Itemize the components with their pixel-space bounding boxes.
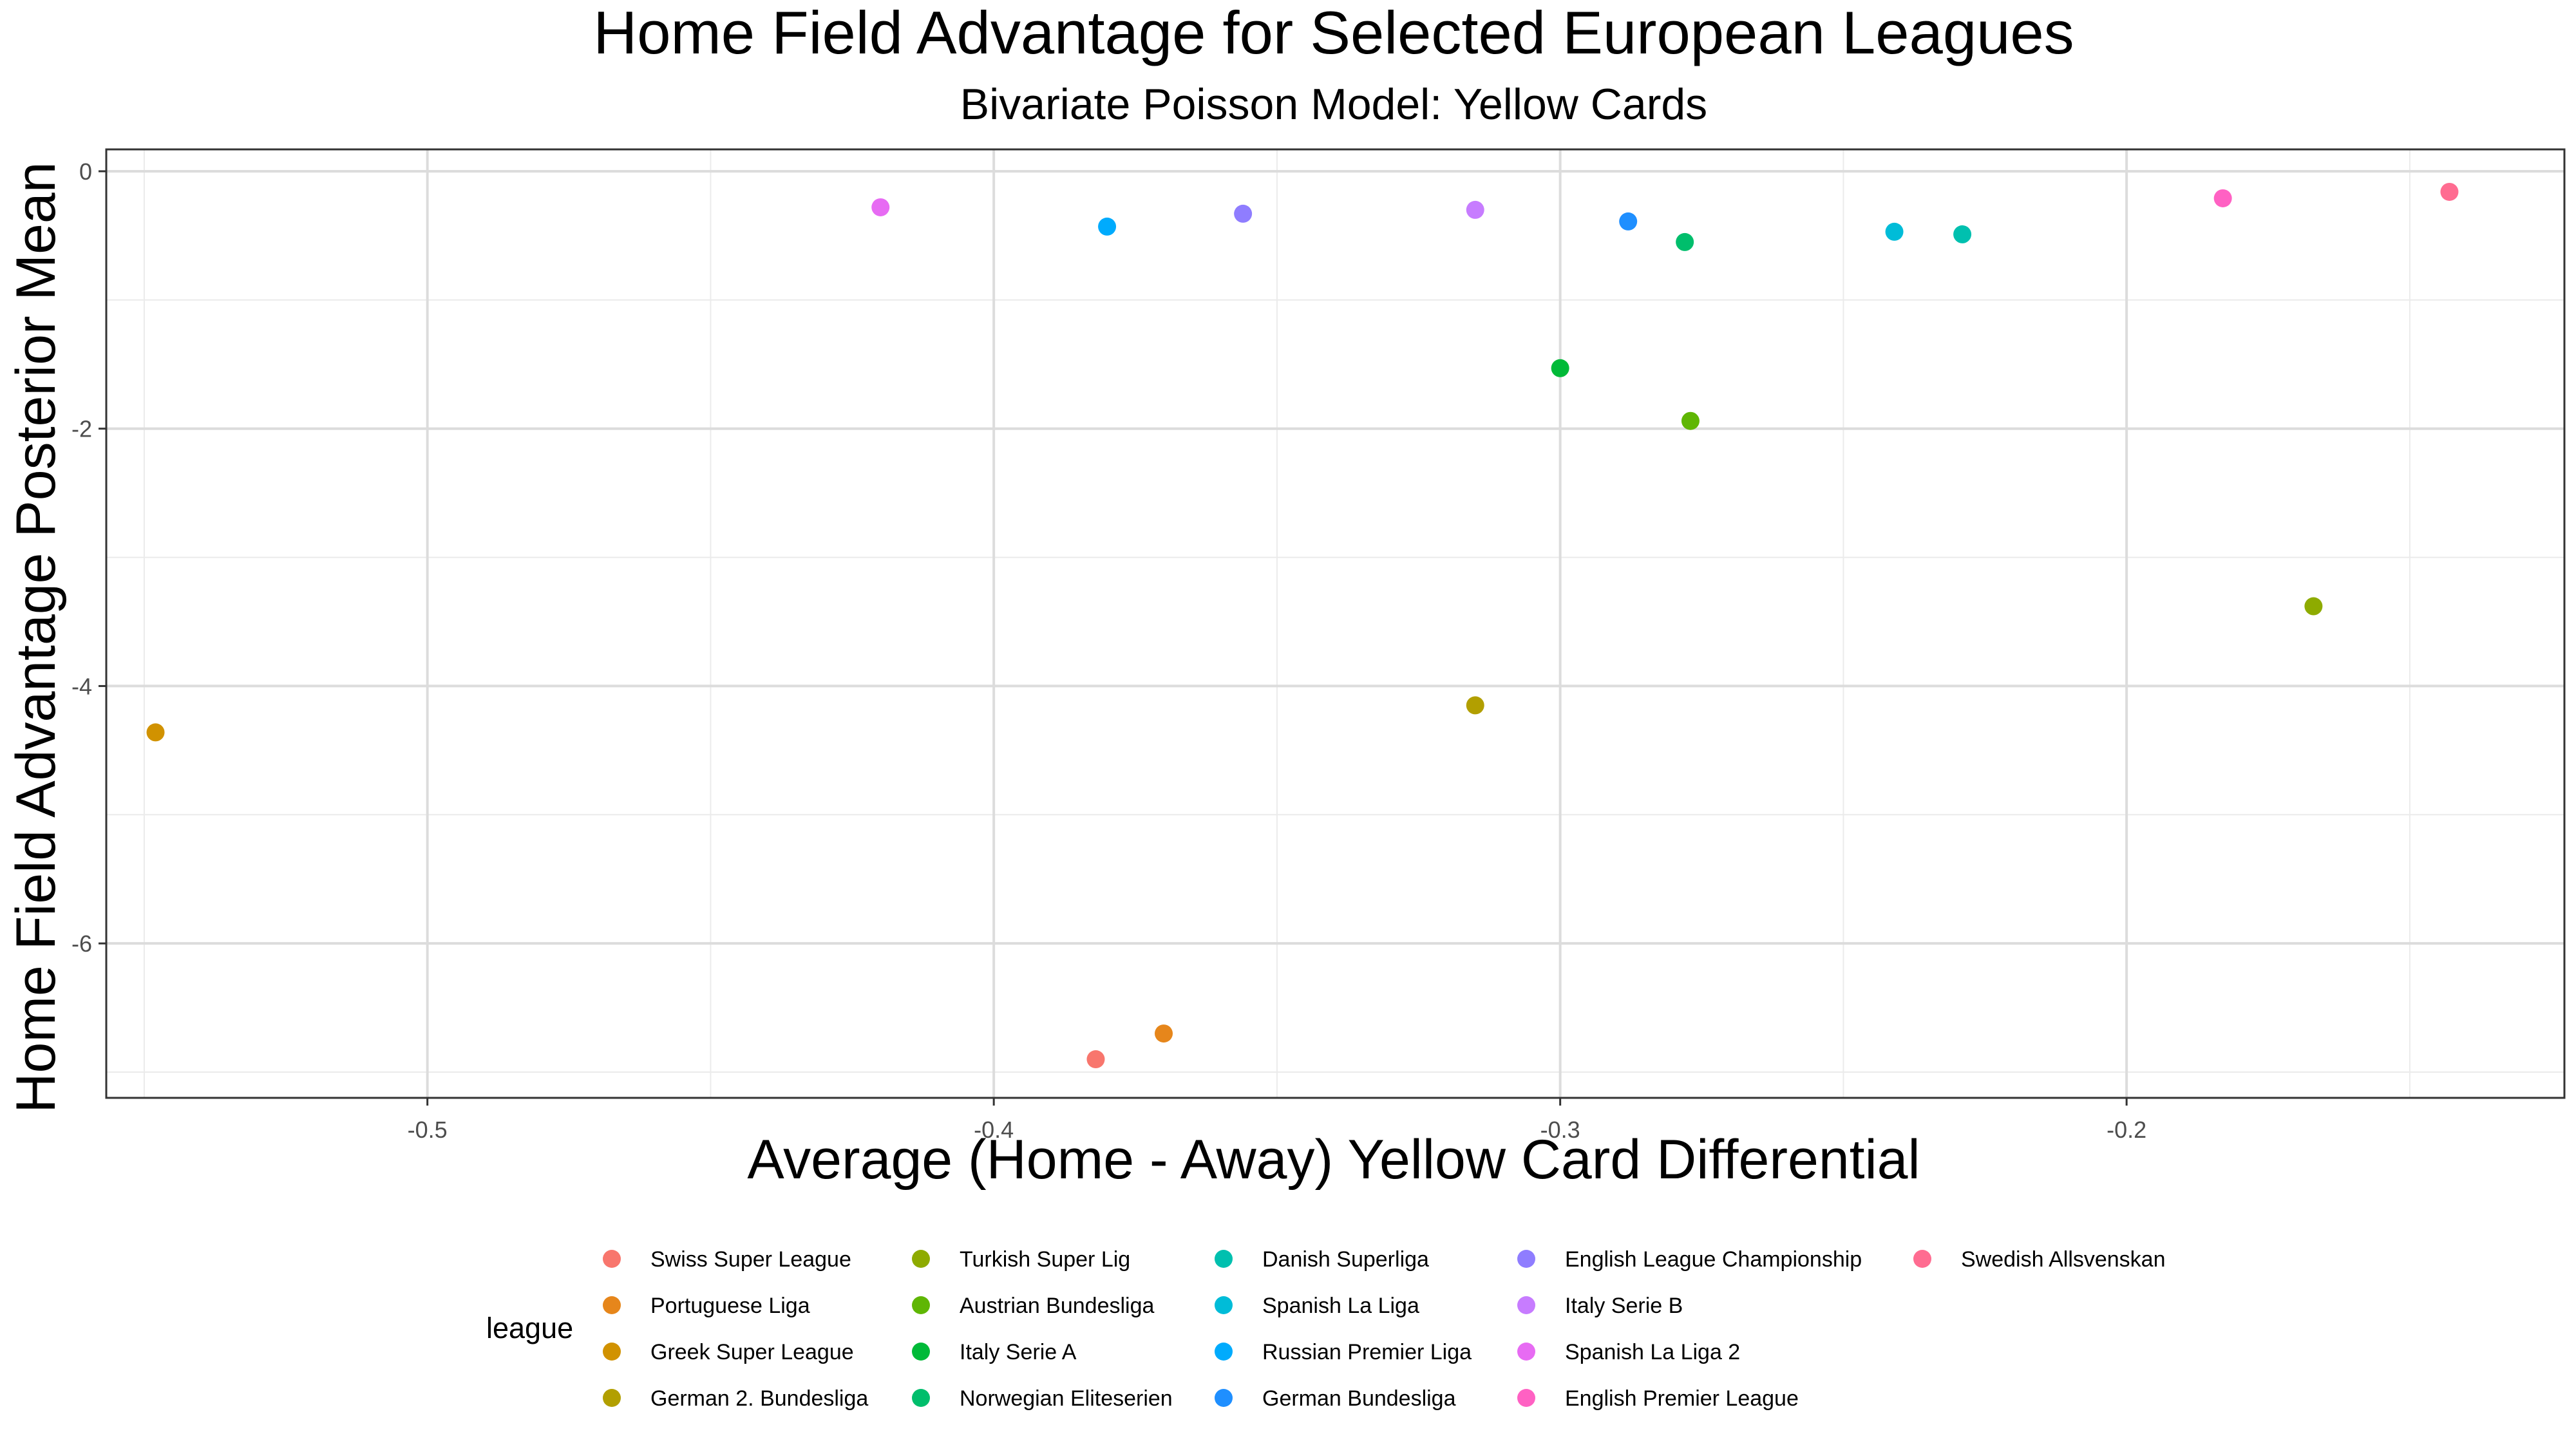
data-point <box>146 723 165 742</box>
legend-label: German 2. Bundesliga <box>650 1386 868 1411</box>
legend-key <box>1517 1250 1535 1268</box>
x-axis-title: Average (Home - Away) Yellow Card Differ… <box>747 1129 1920 1191</box>
chart-subtitle: Bivariate Poisson Model: Yellow Cards <box>960 80 1707 129</box>
legend-label: Italy Serie A <box>960 1340 1077 1364</box>
legend-key <box>603 1343 621 1361</box>
data-point <box>1676 232 1694 251</box>
legend-label: Austrian Bundesliga <box>960 1294 1155 1318</box>
chart-title: Home Field Advantage for Selected Europe… <box>593 0 2074 66</box>
legend-key <box>1517 1389 1535 1407</box>
data-point <box>1466 200 1484 219</box>
legend-key <box>1215 1389 1233 1407</box>
y-tick-label: -6 <box>71 930 92 957</box>
y-tick-label: -4 <box>71 673 92 699</box>
legend-label: Spanish La Liga <box>1262 1294 1419 1318</box>
legend-label: Italy Serie B <box>1565 1294 1683 1318</box>
legend-key <box>603 1389 621 1407</box>
legend-label: English Premier League <box>1565 1386 1799 1411</box>
legend-key <box>1215 1343 1233 1361</box>
data-point <box>2440 182 2459 201</box>
legend-key <box>912 1296 930 1314</box>
legend-label: English League Championship <box>1565 1247 1862 1272</box>
legend-label: Spanish La Liga 2 <box>1565 1340 1740 1364</box>
data-point <box>1155 1024 1173 1043</box>
legend-label: Swedish Allsvenskan <box>1961 1247 2166 1272</box>
legend-label: Swiss Super League <box>650 1247 851 1272</box>
data-point <box>1466 696 1484 715</box>
legend: league Swiss Super League Portuguese Liga… <box>486 1247 2166 1411</box>
x-tick-label: -0.4 <box>974 1117 1014 1143</box>
data-point <box>1086 1050 1105 1069</box>
data-point <box>1619 212 1638 231</box>
legend-key <box>912 1250 930 1268</box>
legend-label: Norwegian Eliteserien <box>960 1386 1173 1411</box>
plot-panel: -0.5 -0.4 -0.3 -0.2 0 -2 -4 -6 <box>71 148 2566 1143</box>
legend-key <box>912 1343 930 1361</box>
legend-key <box>1215 1250 1233 1268</box>
data-point <box>2213 189 2232 207</box>
x-tick-label: -0.2 <box>2107 1117 2146 1143</box>
legend-label: Russian Premier Liga <box>1262 1340 1472 1364</box>
legend-key <box>912 1389 930 1407</box>
data-point <box>1681 411 1700 430</box>
data-point <box>1234 204 1253 223</box>
legend-key <box>603 1250 621 1268</box>
legend-label: Danish Superliga <box>1262 1247 1429 1272</box>
data-point <box>1953 225 1972 243</box>
legend-key <box>1517 1343 1535 1361</box>
y-axis-title: Home Field Advantage Posterior Mean <box>5 162 67 1113</box>
legend-label: German Bundesliga <box>1262 1386 1456 1411</box>
y-tick-label: 0 <box>79 158 92 185</box>
x-tick-label: -0.5 <box>408 1117 448 1143</box>
panel-border <box>105 148 2566 1099</box>
legend-label: Turkish Super Lig <box>960 1247 1130 1272</box>
data-point <box>1885 222 1904 241</box>
legend-key <box>1517 1296 1535 1314</box>
y-tick-label: -2 <box>71 416 92 442</box>
legend-title: league <box>486 1312 573 1344</box>
legend-key <box>603 1296 621 1314</box>
data-point <box>1098 217 1117 236</box>
x-tick-label: -0.3 <box>1540 1117 1580 1143</box>
legend-key <box>1913 1250 1931 1268</box>
legend-key <box>1215 1296 1233 1314</box>
legend-label: Portuguese Liga <box>650 1294 810 1318</box>
data-point <box>871 198 890 216</box>
legend-label: Greek Super League <box>650 1340 854 1364</box>
data-point <box>2304 597 2323 616</box>
data-point <box>1551 359 1569 377</box>
